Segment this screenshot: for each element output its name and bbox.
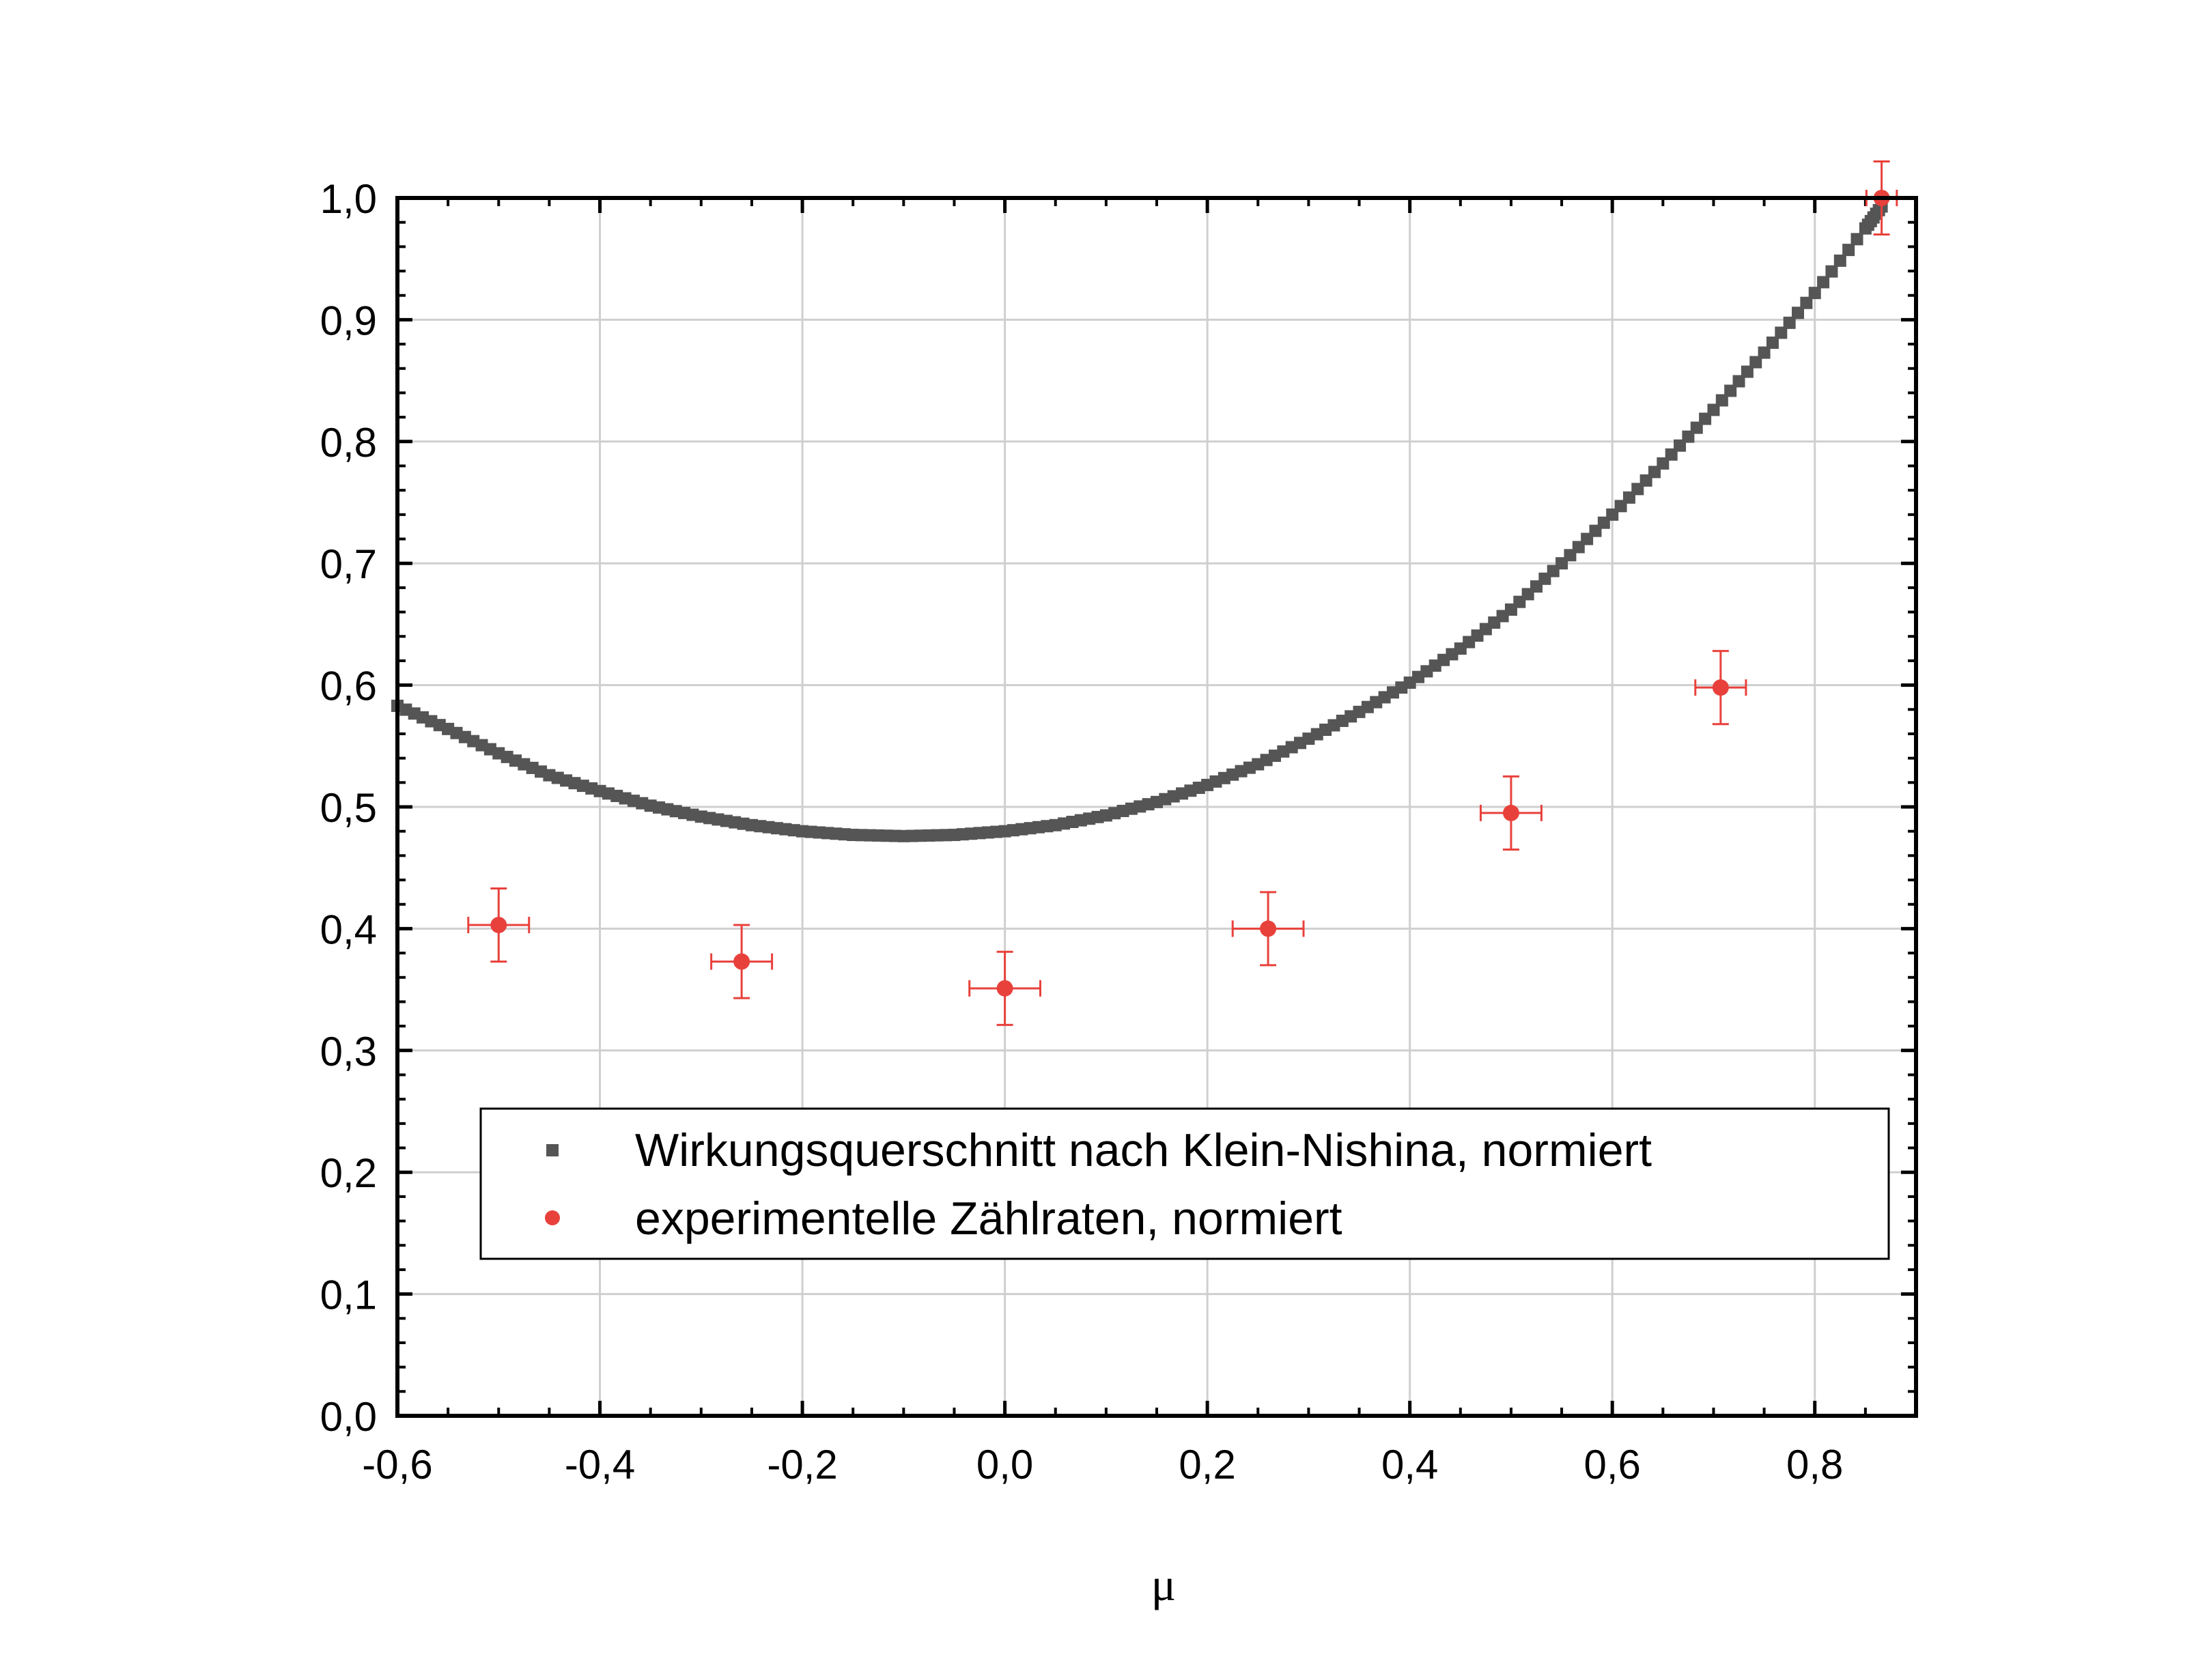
x-tick-label: -0,2 — [767, 1442, 837, 1487]
experimental-point — [1502, 804, 1519, 821]
x-tick-label: 0,0 — [976, 1442, 1033, 1487]
experimental-series — [467, 160, 1898, 1026]
experimental-point-group — [710, 924, 774, 999]
klein-nishina-interp-point — [1775, 326, 1788, 339]
klein-nishina-interp-point — [1724, 384, 1737, 397]
klein-nishina-interp-point — [1817, 276, 1830, 289]
y-tick-label: 1,0 — [320, 176, 377, 222]
klein-nishina-point — [1707, 403, 1720, 416]
y-tick-label: 0,2 — [320, 1150, 377, 1196]
x-tick-label: -0,6 — [362, 1442, 432, 1487]
experimental-point-group — [968, 950, 1041, 1026]
x-tick-label: -0,4 — [565, 1442, 635, 1487]
tick-labels: -0,6 -0,4 -0,2 0,0 0,2 0,4 0,6 0,8 0,0 0,1 0,2 0,3 0… — [320, 176, 1844, 1487]
y-tick-label: 0,8 — [320, 420, 377, 466]
klein-nishina-interp-point — [1800, 296, 1813, 309]
y-tick-label: 0,0 — [320, 1394, 377, 1440]
experimental-point-group — [1694, 650, 1747, 726]
x-tick-label: 0,4 — [1381, 1442, 1438, 1487]
experimental-point-group — [467, 887, 531, 963]
legend: Wirkungsquerschnitt nach Klein-Nishina, … — [479, 1107, 1890, 1260]
legend-square-marker — [546, 1144, 559, 1156]
klein-nishina-interp-point — [1792, 307, 1805, 319]
x-tick-label: 0,2 — [1179, 1442, 1235, 1487]
experimental-point — [996, 980, 1013, 997]
y-tick-label: 0,9 — [320, 298, 377, 343]
klein-nishina-interp-point — [1741, 365, 1754, 378]
klein-nishina-interp-point — [1850, 233, 1863, 246]
legend-box — [479, 1107, 1890, 1260]
experimental-point-group — [1479, 775, 1543, 851]
experimental-point — [733, 953, 750, 970]
klein-nishina-interp-point — [1833, 254, 1846, 267]
klein-nishina-interp-point — [1842, 244, 1855, 257]
legend-label-experimental: experimentelle Zählraten, normiert — [635, 1193, 1342, 1244]
klein-nishina-point — [1758, 346, 1771, 359]
experimental-point-group — [1231, 891, 1305, 967]
y-tick-label: 0,1 — [320, 1272, 377, 1318]
klein-nishina-interp-point — [1783, 316, 1796, 329]
experimental-point — [1260, 920, 1277, 937]
klein-nishina-interp-point — [1766, 336, 1779, 349]
klein-nishina-point — [1808, 287, 1821, 300]
y-tick-label: 0,3 — [320, 1029, 377, 1074]
x-tick-label: 0,8 — [1786, 1442, 1843, 1487]
experimental-point — [490, 917, 507, 934]
legend-label-klein-nishina: Wirkungsquerschnitt nach Klein-Nishina, … — [635, 1124, 1652, 1176]
x-tick-label: 0,6 — [1583, 1442, 1640, 1487]
plot-frame — [395, 196, 1918, 1418]
y-tick-label: 0,6 — [320, 664, 377, 709]
y-tick-label: 0,7 — [320, 541, 377, 587]
y-tick-label: 0,5 — [320, 785, 377, 831]
klein-nishina-interp-point — [1715, 394, 1728, 407]
y-tick-label: 0,4 — [320, 907, 377, 952]
legend-circle-marker — [545, 1210, 560, 1225]
klein-nishina-interp-point — [1732, 375, 1745, 388]
x-axis-label: μ — [1151, 1558, 1176, 1610]
klein-nishina-interp-point — [1825, 265, 1838, 278]
klein-nishina-series — [391, 200, 1888, 842]
klein-nishina-interp-point — [1749, 356, 1762, 369]
experimental-point — [1712, 679, 1729, 696]
